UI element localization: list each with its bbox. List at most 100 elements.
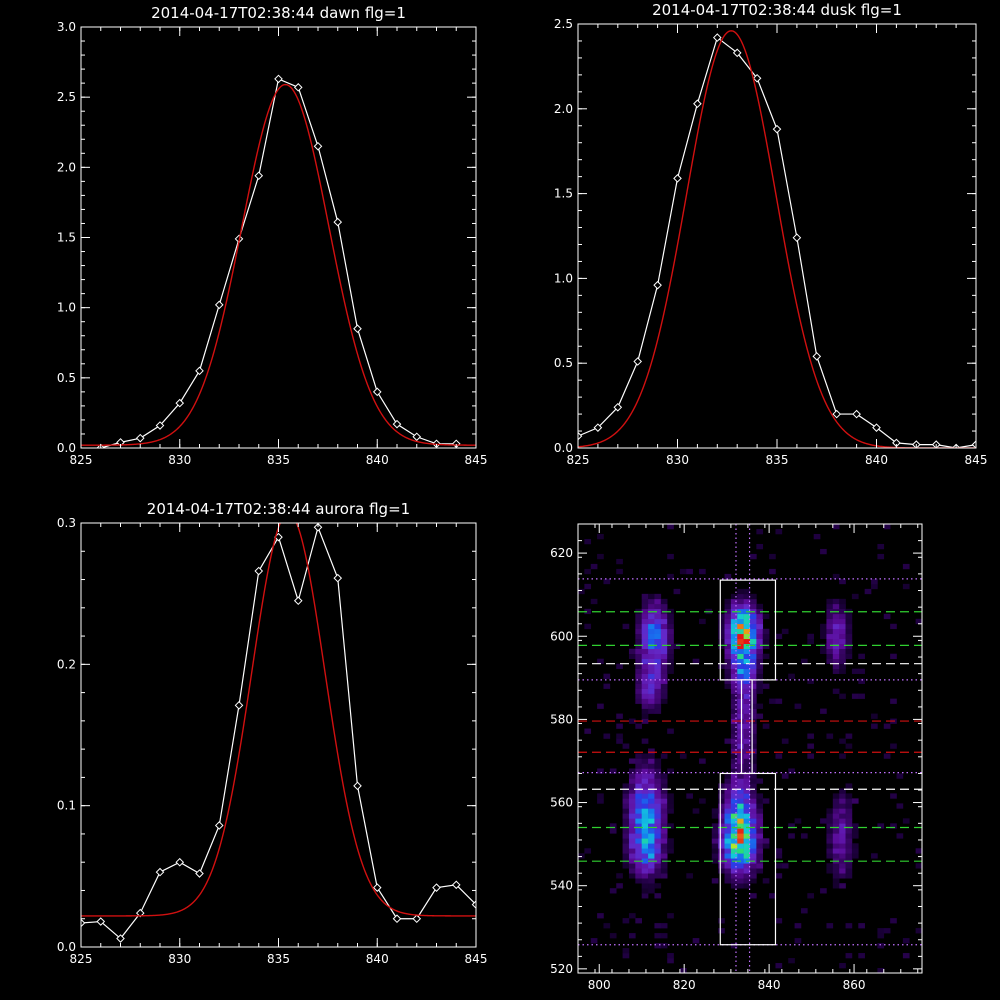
panel4-heatmap-cell	[826, 653, 834, 659]
panel4-heatmap-cell	[635, 793, 642, 799]
panel2-data-point	[792, 233, 802, 243]
panel4-heatmap-cell	[635, 773, 642, 779]
panel4-heatmap-cell	[756, 833, 764, 839]
panel1-plot-area	[81, 74, 476, 448]
panel4-heatmap-cell	[750, 658, 757, 664]
panel4-heatmap-cell	[654, 813, 662, 819]
panel4-heatmap-cell	[635, 688, 642, 694]
panel4-heatmap-cell	[641, 778, 649, 784]
panel4-heatmap-cell	[737, 683, 744, 689]
panel4-heatmap-cell	[648, 683, 655, 689]
panel4-heatmap-cell	[839, 623, 846, 630]
panel4-heatmap-cell	[769, 698, 776, 704]
panel4-y-tick-label: 520	[550, 962, 573, 976]
panel3-data-point	[81, 918, 86, 928]
panel4-heatmap-cell	[609, 768, 617, 774]
panel4-heatmap-cell	[648, 788, 655, 794]
panel4-heatmap-cell	[826, 628, 834, 635]
panel4-heatmap-cell	[737, 833, 744, 839]
panel4-heatmap-cell	[839, 648, 846, 655]
panel4-heatmap-cell	[654, 883, 662, 889]
panel4-heatmap-cell	[641, 808, 649, 814]
panel4-frame	[577, 523, 923, 974]
panel4-heatmap-cell	[641, 638, 649, 645]
panel4-heatmap-cell	[641, 598, 649, 605]
panel4-heatmap-cell	[839, 638, 846, 645]
panel3-data-point	[392, 914, 402, 924]
panel4-heatmap-cell	[648, 823, 655, 829]
panel4-heatmap-cell	[730, 663, 738, 669]
panel4-heatmap-cell	[750, 773, 757, 779]
panel4-heatmap-cell	[896, 773, 904, 779]
panel4-heatmap-cell	[750, 753, 757, 759]
panel4-heatmap-cell	[877, 823, 885, 829]
panel4-heatmap-cell	[788, 673, 795, 679]
panel4-heatmap-cell	[654, 683, 662, 689]
panel4-heatmap-cell	[750, 813, 757, 819]
panel4-heatmap-cell	[724, 878, 732, 884]
panel4-heatmap-cell	[724, 868, 732, 874]
panel4-heatmap-cell	[890, 918, 897, 924]
panel4-heatmap-cell	[851, 798, 859, 804]
panel4-heatmap-cell	[628, 913, 636, 919]
panel4-heatmap-cell	[762, 628, 770, 635]
panel4-heatmap-cell	[609, 933, 617, 939]
panel4-heatmap-cell	[673, 588, 681, 595]
panel4-heatmap-cell	[654, 678, 662, 684]
panel4-heatmap-cell	[832, 653, 840, 659]
panel4-heatmap-cell	[724, 828, 732, 834]
panel1-data-point	[135, 433, 145, 443]
panel4-heatmap-cell	[750, 553, 757, 560]
panel4-heatmap-cell	[667, 848, 674, 854]
panel4-heatmap-cell	[743, 743, 751, 749]
panel4-heatmap-cell	[724, 813, 732, 819]
panel4-heatmap-cell	[743, 733, 751, 739]
panel4-heatmap-cell	[648, 833, 655, 839]
panel4-heatmap-cell	[775, 753, 783, 759]
panel4-heatmap-cell	[635, 633, 642, 640]
panel4-heatmap-cell	[730, 853, 738, 859]
panel4-heatmap-cell	[832, 633, 840, 640]
panel4-heatmap-cell	[890, 743, 897, 749]
panel3-y-tick-label: 0.3	[57, 516, 76, 530]
panel3-data-point	[293, 596, 303, 606]
panel4-heatmap-cell	[750, 833, 757, 839]
panel4-heatmap-cell	[597, 913, 604, 919]
panel4-heatmap-cell	[660, 638, 668, 645]
panel4-heatmap-cell	[858, 678, 865, 684]
panel4-heatmap-cell	[826, 638, 834, 645]
panel4-heatmap-cell	[660, 843, 668, 849]
panel4-heatmap-cell	[775, 963, 783, 969]
panel1-y-tick-label: 1.5	[57, 231, 76, 245]
panel4-heatmap-cell	[788, 833, 795, 839]
panel4-heatmap-cell	[730, 733, 738, 739]
panel4-heatmap-cell	[648, 703, 655, 709]
panel4-heatmap-cell	[648, 593, 655, 600]
panel4-heatmap-cell	[737, 698, 744, 704]
panel4-heatmap-cell	[750, 693, 757, 699]
panel4-heatmap-cell	[737, 778, 744, 784]
panel4-heatmap-cell	[832, 878, 840, 884]
panel2-frame	[577, 23, 977, 449]
panel4-heatmap-cell	[667, 768, 674, 774]
panel4-heatmap-cell	[832, 628, 840, 635]
panel4-heatmap-cell	[832, 863, 840, 869]
panel4-heatmap-cell	[902, 563, 910, 570]
panel4-heatmap-cell	[660, 693, 668, 699]
panel4-heatmap-cell	[590, 563, 598, 570]
panel4-heatmap-cell	[724, 608, 732, 615]
panel4-heatmap-cell	[756, 683, 764, 689]
panel4-heatmap-cell	[756, 528, 764, 535]
panel4-heatmap-cell	[743, 648, 751, 655]
panel1-data-point	[175, 398, 185, 408]
panel4-heatmap-cell	[756, 863, 764, 869]
panel4-heatmap-cell	[756, 638, 764, 645]
panel4-heatmap-cell	[788, 768, 795, 774]
panel4-heatmap-cell	[826, 608, 834, 615]
panel4-heatmap-cell	[641, 708, 649, 714]
panel4-heatmap-cell	[839, 603, 846, 610]
panel4-heatmap-cell	[858, 953, 865, 959]
panel3-frame	[80, 522, 477, 948]
panel4-heatmap-cell	[597, 798, 604, 804]
panel4-heatmap-cell	[845, 873, 853, 879]
